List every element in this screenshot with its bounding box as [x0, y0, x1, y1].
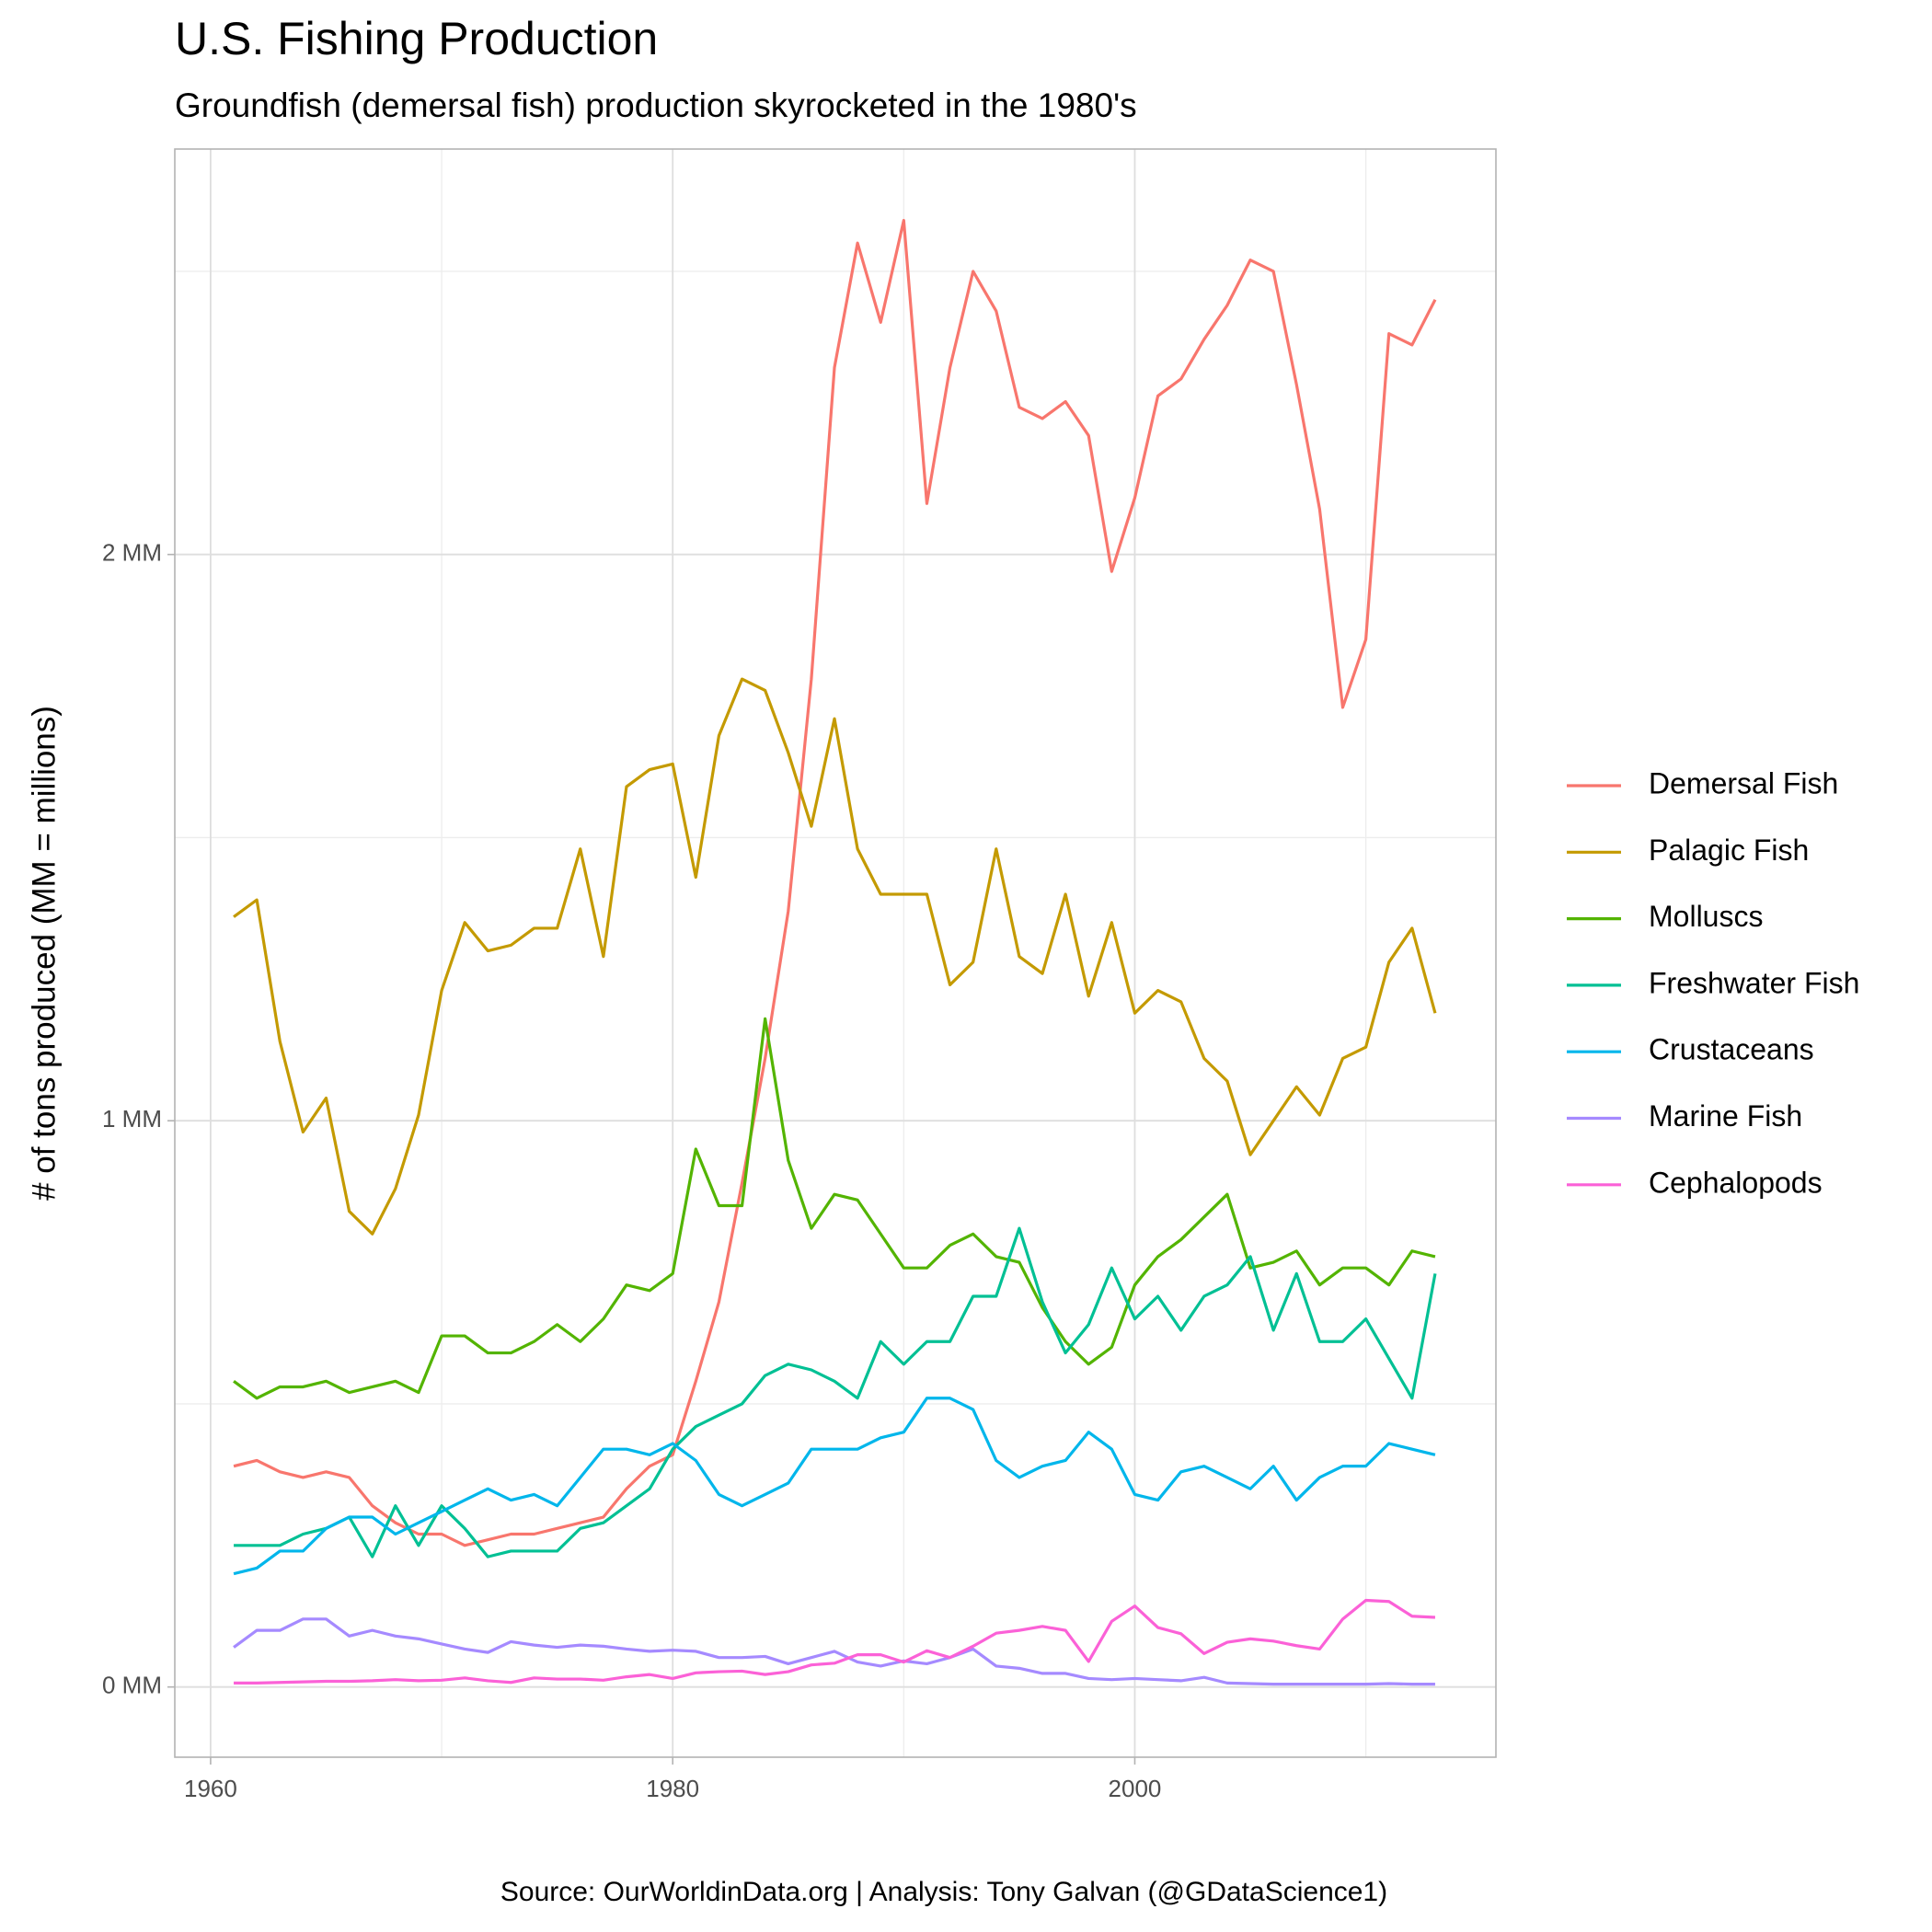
y-axis-title: # of tons produced (MM = millions) [26, 706, 62, 1201]
series-line [233, 1617, 1435, 1686]
y-tick-label: 1 MM [102, 1105, 162, 1133]
legend-label: Freshwater Fish [1649, 966, 1859, 999]
x-tick-label: 1960 [184, 1775, 237, 1802]
caption: Source: OurWorldinData.org | Analysis: T… [500, 1877, 1387, 1907]
legend-label: Cephalopods [1649, 1166, 1823, 1199]
series-line [233, 218, 1437, 1547]
panel-border [174, 148, 1497, 1758]
legend-label: Molluscs [1649, 900, 1763, 933]
series-line [234, 1226, 1437, 1558]
lines [233, 218, 1437, 1686]
legend: Demersal Fish Palagic Fish Molluscs Freshwa… [1567, 766, 1859, 1199]
y-tick-label: 0 MM [102, 1672, 162, 1699]
axes: 1960 1980 2000 0 MM 1 MM 2 MM [102, 539, 1161, 1802]
series-line [233, 1017, 1436, 1400]
chart-subtitle: Groundfish (demersal fish) production sk… [175, 86, 1137, 124]
x-tick-label: 2000 [1109, 1775, 1162, 1802]
legend-label: Marine Fish [1649, 1099, 1802, 1133]
legend-label: Crustaceans [1649, 1033, 1814, 1066]
series-line [234, 1598, 1436, 1685]
series-line [233, 1397, 1436, 1576]
legend-label: Demersal Fish [1649, 766, 1838, 799]
chart-title: U.S. Fishing Production [175, 13, 658, 64]
x-tick-label: 1980 [646, 1775, 699, 1802]
grid [175, 149, 1496, 1757]
y-tick-label: 2 MM [102, 539, 162, 567]
legend-label: Palagic Fish [1649, 834, 1809, 867]
series-line [233, 677, 1437, 1236]
